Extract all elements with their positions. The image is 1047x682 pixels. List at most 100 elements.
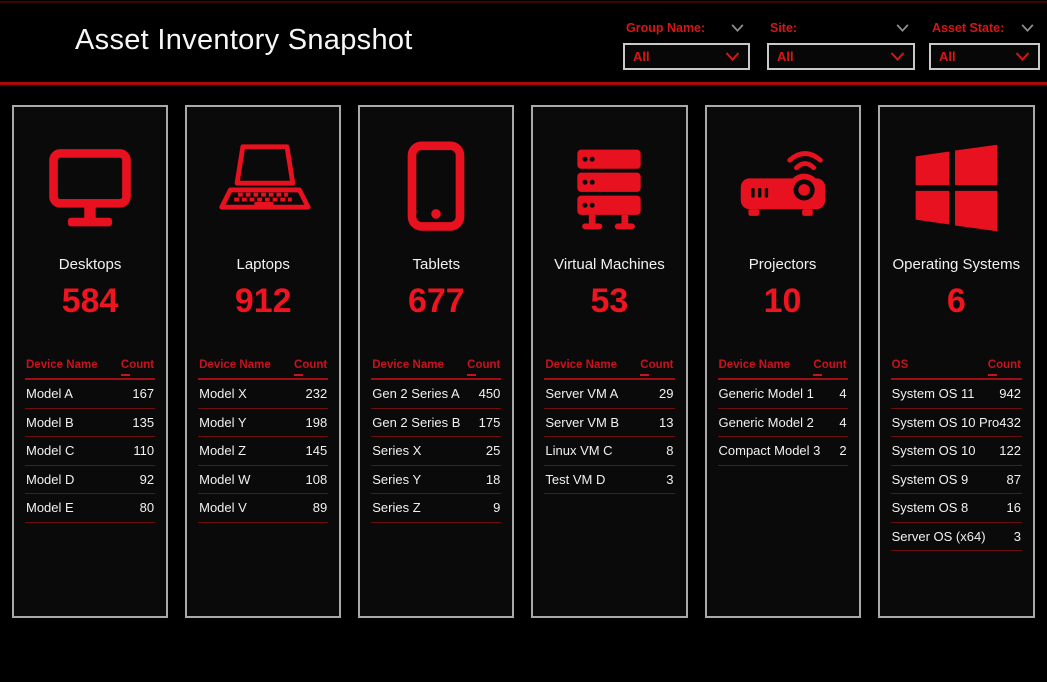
device-name-cell: Model X (199, 386, 247, 401)
device-table: Device Name Count Gen 2 Series A 450 Gen… (371, 359, 502, 523)
table-row: Series Y 18 (371, 466, 502, 494)
device-count-cell: 167 (132, 386, 155, 401)
table-row: Model A 167 (25, 380, 156, 409)
column-header-name[interactable]: Device Name (545, 359, 617, 371)
device-count-cell: 232 (305, 386, 328, 401)
chevron-down-icon (725, 52, 740, 61)
dropdown-value: All (633, 49, 650, 64)
site-dropdown[interactable]: All (767, 43, 915, 70)
device-count-cell: 13 (659, 414, 674, 430)
chevron-down-icon[interactable] (896, 24, 909, 32)
column-header-count[interactable]: Count (467, 359, 501, 376)
table-row: Model B 135 (25, 409, 156, 437)
page-title: Asset Inventory Snapshot (75, 24, 413, 56)
device-count-cell: 18 (485, 471, 501, 487)
device-name-cell: Model D (26, 471, 75, 487)
device-count-cell: 8 (666, 443, 674, 458)
column-header-name[interactable]: Device Name (26, 359, 98, 371)
device-name-cell: Series X (372, 443, 422, 458)
device-table: Device Name Count Generic Model 1 4 Gene… (717, 359, 848, 466)
device-name-cell: Model A (26, 386, 73, 401)
device-name-cell: Gen 2 Series B (372, 414, 461, 430)
card-icon (880, 129, 1033, 247)
device-count-cell: 89 (312, 500, 328, 515)
table-row: System OS 9 87 (890, 466, 1022, 494)
table-row: Series Z 9 (371, 494, 502, 523)
device-name-cell: System OS 11 (891, 386, 975, 401)
table-row: Compact Model 3 2 (717, 437, 848, 466)
column-header-count[interactable]: Count (813, 359, 847, 376)
device-name-cell: Linux VM C (545, 443, 613, 458)
column-header-name[interactable]: Device Name (372, 359, 444, 371)
card-title: Tablets (412, 256, 461, 273)
device-name-cell: Server VM A (545, 386, 619, 401)
dropdown-value: All (777, 49, 794, 64)
asset-card: Operating Systems 6 OS Count System OS 1… (877, 105, 1035, 618)
device-table: OS Count System OS 11 942 System OS 10 P… (890, 359, 1022, 551)
chevron-down-icon[interactable] (1021, 24, 1034, 32)
device-name-cell: Server OS (x64) (891, 528, 986, 544)
column-header-count[interactable]: Count (987, 359, 1021, 376)
filter-label-row: Group Name: (623, 18, 750, 38)
device-count-cell: 175 (478, 414, 501, 430)
table-body: Model A 167 Model B 135 Model C 110 Mode… (25, 380, 156, 523)
device-count-cell: 29 (659, 386, 674, 401)
table-body: Gen 2 Series A 450 Gen 2 Series B 175 Se… (371, 380, 502, 523)
column-header-count[interactable]: Count (120, 359, 155, 376)
device-count-cell: 135 (132, 414, 155, 430)
device-name-cell: Model C (26, 443, 75, 458)
chevron-down-icon[interactable] (731, 24, 744, 32)
filter-label: Group Name: (626, 21, 706, 35)
device-count-cell: 3 (1013, 528, 1021, 544)
card-total: 10 (763, 282, 802, 320)
table-row: Model C 110 (25, 437, 156, 466)
device-count-cell: 145 (305, 443, 328, 458)
asset-card: Laptops 912 Device Name Count Model X 23… (185, 105, 342, 618)
asset-card: Virtual Machines 53 Device Name Count Se… (531, 105, 688, 618)
card-title: Projectors (748, 256, 817, 273)
table-body: System OS 11 942 System OS 10 Pro 432 Sy… (890, 380, 1022, 551)
table-header: Device Name Count (25, 359, 156, 380)
device-count-cell: 942 (999, 386, 1021, 401)
table-body: Model X 232 Model Y 198 Model Z 145 Mode… (198, 380, 329, 523)
server-stack-icon (577, 149, 642, 230)
desktop-icon (49, 149, 131, 227)
projector-icon (740, 151, 825, 216)
column-header-name[interactable]: Device Name (718, 359, 791, 371)
filter-label-row: Asset State: (929, 18, 1040, 38)
device-name-cell: System OS 8 (891, 500, 969, 515)
card-title: Desktops (58, 256, 122, 273)
device-name-cell: System OS 10 (891, 443, 976, 458)
device-name-cell: Gen 2 Series A (372, 386, 460, 401)
asset-state-dropdown[interactable]: All (929, 43, 1040, 70)
device-name-cell: Model B (26, 414, 74, 430)
column-header-name[interactable]: OS (891, 359, 909, 371)
header: Asset Inventory Snapshot Group Name: All… (0, 0, 1047, 82)
table-body: Server VM A 29 Server VM B 13 Linux VM C… (544, 380, 675, 494)
table-body: Generic Model 1 4 Generic Model 2 4 Comp… (717, 380, 848, 466)
table-row: Model Z 145 (198, 437, 329, 466)
column-header-count[interactable]: Count (294, 359, 328, 376)
table-row: System OS 10 122 (890, 437, 1022, 466)
filter-asset-state: Asset State: All (929, 18, 1040, 70)
column-header-name[interactable]: Device Name (199, 359, 271, 371)
card-title: Operating Systems (892, 256, 1021, 273)
table-row: System OS 10 Pro 432 (890, 409, 1022, 437)
asset-card: Tablets 677 Device Name Count Gen 2 Seri… (358, 105, 515, 618)
device-count-cell: 122 (999, 443, 1021, 458)
group-name-dropdown[interactable]: All (623, 43, 750, 70)
device-count-cell: 2 (839, 443, 847, 458)
column-header-count[interactable]: Count (640, 359, 674, 376)
device-name-cell: Model W (199, 471, 251, 487)
header-divider (0, 82, 1047, 85)
device-name-cell: Model Y (199, 414, 247, 430)
filter-site: Site: All (767, 18, 915, 70)
device-count-cell: 92 (139, 471, 155, 487)
device-table: Device Name Count Server VM A 29 Server … (544, 359, 675, 494)
device-name-cell: Series Y (372, 471, 422, 487)
device-table: Device Name Count Model X 232 Model Y 19… (198, 359, 329, 523)
table-row: Model E 80 (25, 494, 156, 523)
device-name-cell: Server VM B (545, 414, 620, 430)
device-count-cell: 16 (1006, 500, 1021, 515)
cards-row: Desktops 584 Device Name Count Model A 1… (12, 105, 1035, 618)
